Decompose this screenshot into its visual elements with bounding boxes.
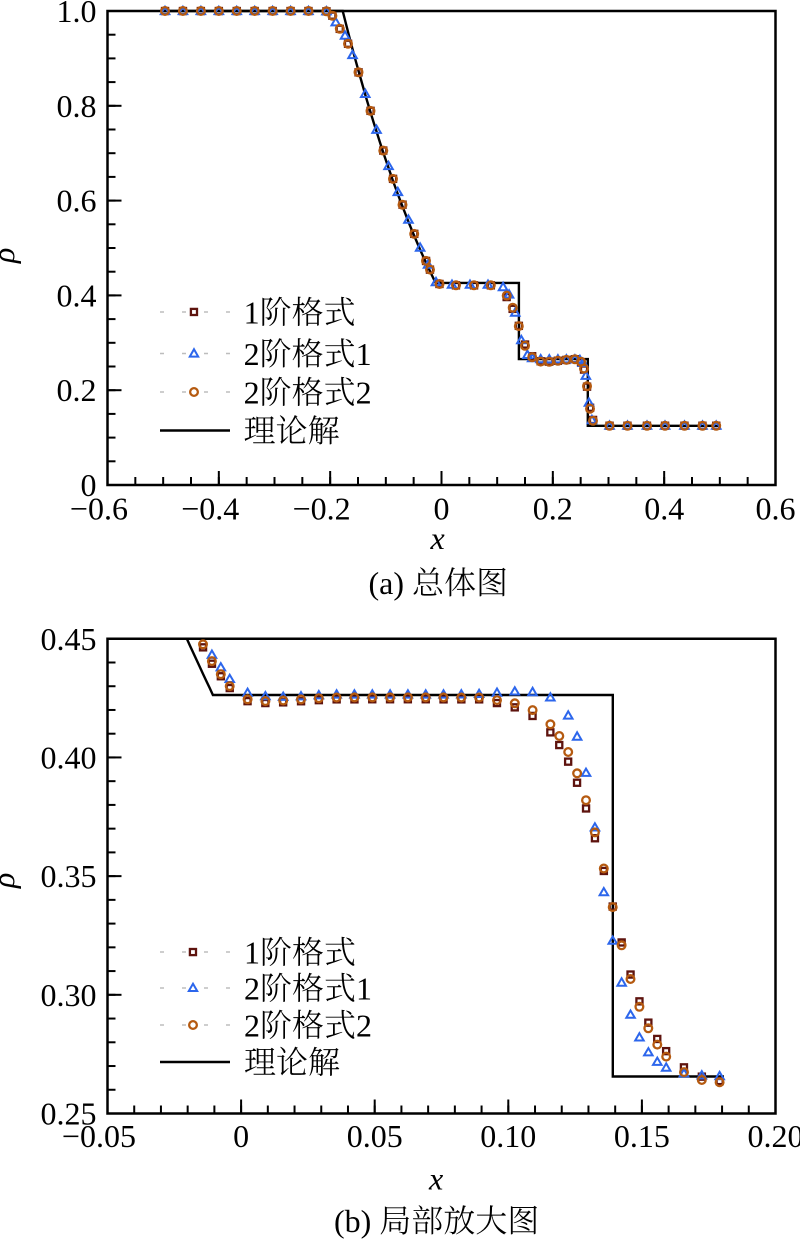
svg-text:2: 2 [244,336,260,372]
svg-text:0.4: 0.4 [57,277,97,313]
svg-text:0.2: 0.2 [57,372,97,408]
svg-text:0.8: 0.8 [57,88,97,124]
svg-text:2: 2 [244,971,260,1007]
svg-text:1: 1 [356,336,372,372]
svg-text:2: 2 [356,1008,372,1044]
svg-text:(b): (b) [334,1203,371,1239]
svg-text:0.25: 0.25 [41,1096,97,1132]
svg-text:0.35: 0.35 [41,858,97,894]
svg-text:x: x [428,1161,443,1197]
svg-text:0.40: 0.40 [41,739,97,775]
svg-text:0.6: 0.6 [756,491,796,527]
svg-text:0.15: 0.15 [614,1118,670,1154]
svg-text:ρ: ρ [0,248,21,264]
svg-text:1: 1 [356,971,372,1007]
svg-text:x: x [430,520,445,556]
svg-text:0.2: 0.2 [533,491,573,527]
svg-text:0: 0 [233,1118,249,1154]
svg-text:0.6: 0.6 [57,183,97,219]
svg-text:1: 1 [244,295,260,331]
svg-text:2: 2 [244,375,260,411]
svg-text:−0.4: −0.4 [181,491,239,527]
svg-text:0.10: 0.10 [480,1118,536,1154]
svg-text:0.20: 0.20 [748,1118,800,1154]
svg-text:2: 2 [356,375,372,411]
svg-text:0.4: 0.4 [644,491,684,527]
svg-text:(a): (a) [369,565,405,601]
svg-text:ρ: ρ [0,873,21,889]
svg-text:2: 2 [244,1008,260,1044]
svg-text:1.0: 1.0 [57,0,97,29]
svg-text:0.30: 0.30 [41,977,97,1013]
svg-text:−0.2: −0.2 [293,491,351,527]
svg-text:0.05: 0.05 [347,1118,403,1154]
svg-text:0.45: 0.45 [41,621,97,657]
svg-text:−0.6: −0.6 [70,491,128,527]
svg-text:1: 1 [244,935,260,971]
svg-text:0: 0 [81,467,97,503]
